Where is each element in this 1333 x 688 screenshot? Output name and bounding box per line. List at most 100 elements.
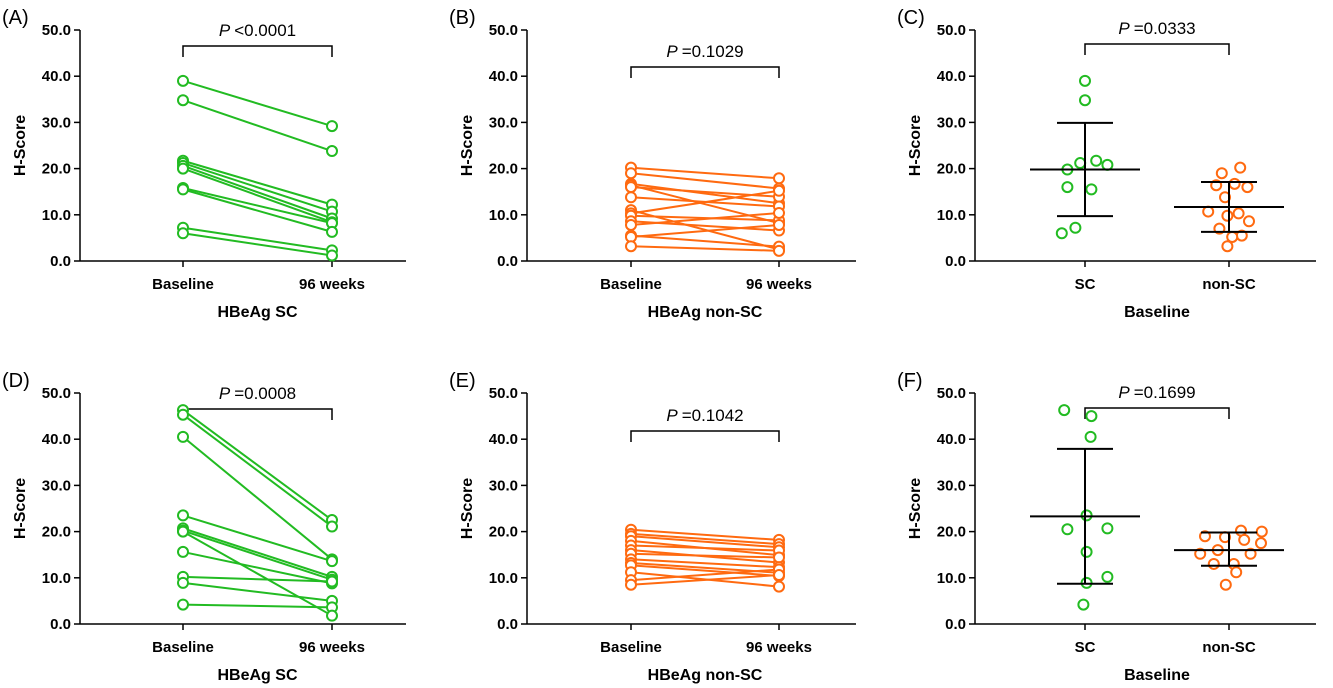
- p-value: =0.1699: [1134, 383, 1196, 402]
- panel-e: (E) 0.0 10.0 20.0 30.0 40.0 50.0 H-Score Baselin…: [449, 370, 856, 684]
- significance-bracket: [630, 66, 780, 78]
- p-value: =0.0008: [234, 384, 296, 403]
- y-tick-label: 20.0: [489, 161, 518, 178]
- data-point: [1079, 74, 1091, 87]
- p-value-label: P =0.0333: [1118, 19, 1195, 38]
- x-tick-label: non-SC: [1202, 276, 1255, 293]
- data-point: [1234, 161, 1247, 174]
- y-tick-label: 40.0: [42, 68, 71, 85]
- panel-label: (A): [2, 7, 29, 29]
- data-point: [1194, 547, 1207, 560]
- data-point: [1199, 530, 1211, 543]
- x-tick-label: 96 weeks: [299, 276, 365, 293]
- baseline-point: [177, 598, 189, 611]
- paired-line: [630, 564, 780, 577]
- y-tick-label: 20.0: [42, 524, 71, 541]
- y-tick-label: 40.0: [489, 431, 518, 448]
- data-point: [1101, 522, 1114, 535]
- significance-bracket: [182, 408, 333, 420]
- paired-line: [182, 188, 333, 233]
- significance-bracket: [1084, 43, 1230, 55]
- data-point: [1215, 167, 1228, 180]
- paired-line: [630, 182, 780, 205]
- y-tick-label: 10.0: [937, 570, 966, 587]
- week96-point: [326, 555, 338, 568]
- data-point: [1061, 523, 1074, 536]
- week96-point: [773, 206, 785, 219]
- y-axis-label: H-Score: [12, 478, 29, 539]
- paired-line: [630, 568, 780, 582]
- paired-line: [630, 211, 780, 226]
- y-axis-label: H-Score: [12, 115, 29, 176]
- paired-line: [182, 413, 333, 528]
- baseline-point: [625, 240, 637, 253]
- y-tick-label: 50.0: [937, 385, 966, 402]
- baseline-point: [177, 576, 189, 589]
- p-symbol: P: [219, 384, 231, 403]
- data-point: [1101, 570, 1114, 583]
- p-value-label: P <0.0001: [219, 21, 296, 40]
- data-point: [1074, 157, 1087, 170]
- baseline-point: [177, 430, 189, 443]
- paired-line: [630, 189, 780, 215]
- baseline-point: [625, 191, 637, 204]
- paired-line: [182, 167, 333, 224]
- p-value: <0.0001: [234, 21, 296, 40]
- data-point: [1085, 183, 1098, 196]
- paired-line: [630, 166, 780, 180]
- baseline-point: [177, 162, 189, 175]
- p-value: =0.1029: [682, 42, 744, 61]
- data-point: [1221, 209, 1234, 222]
- week96-point: [326, 249, 338, 262]
- paired-line: [630, 574, 780, 586]
- paired-line: [630, 234, 780, 248]
- baseline-point: [625, 167, 637, 180]
- p-symbol: P: [666, 42, 678, 61]
- p-symbol: P: [1118, 19, 1130, 38]
- x-tick-label: Baseline: [600, 639, 662, 656]
- y-tick-label: 50.0: [42, 385, 71, 402]
- panel-f: (F) 0.0 10.0 20.0 30.0 40.0 50.0 H-Score SC non-S…: [897, 370, 1316, 684]
- data-point: [1058, 404, 1071, 417]
- y-tick-label: 0.0: [50, 253, 71, 270]
- data-point: [1077, 598, 1090, 611]
- p-value-label: P =0.1699: [1118, 383, 1195, 402]
- paired-line: [182, 79, 333, 128]
- week96-point: [773, 184, 785, 197]
- paired-line: [182, 164, 333, 220]
- y-axis-label: H-Score: [907, 478, 924, 539]
- y-tick-label: 20.0: [937, 161, 966, 178]
- data-point: [1228, 177, 1241, 190]
- paired-line: [182, 409, 333, 521]
- y-tick-label: 10.0: [937, 207, 966, 224]
- p-value: =0.1042: [682, 406, 744, 425]
- paired-line: [182, 575, 333, 583]
- paired-line: [182, 530, 333, 617]
- paired-line: [630, 245, 780, 252]
- paired-line: [182, 527, 333, 578]
- data-point: [1101, 158, 1114, 171]
- week96-point: [326, 520, 338, 533]
- y-tick-label: 50.0: [42, 22, 71, 39]
- x-axis-label: HBeAg non-SC: [648, 304, 763, 321]
- data-point: [1221, 240, 1234, 253]
- paired-line: [182, 529, 333, 581]
- baseline-point: [177, 525, 189, 538]
- panel-label: (D): [2, 370, 30, 392]
- panel-b: (B) 0.0 10.0 20.0 30.0 40.0 50.0 H-Score Baselin…: [449, 7, 856, 321]
- week96-point: [326, 575, 338, 588]
- paired-line: [630, 552, 780, 559]
- paired-line: [182, 603, 333, 609]
- week96-point: [326, 120, 338, 133]
- y-axis-label: H-Score: [459, 115, 476, 176]
- data-point: [1255, 525, 1268, 538]
- x-tick-label: SC: [1075, 639, 1096, 656]
- p-value: =0.0333: [1134, 19, 1196, 38]
- y-tick-label: 0.0: [945, 616, 966, 633]
- paired-line: [182, 162, 333, 213]
- week96-point: [773, 244, 785, 257]
- data-point: [1055, 227, 1068, 240]
- data-point: [1230, 566, 1243, 579]
- x-tick-label: Baseline: [600, 276, 662, 293]
- paired-line: [182, 514, 333, 563]
